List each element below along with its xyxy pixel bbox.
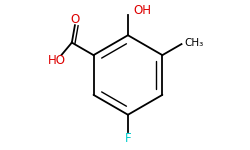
Text: HO: HO xyxy=(48,54,66,67)
Text: O: O xyxy=(70,13,80,26)
Text: CH₃: CH₃ xyxy=(184,38,204,48)
Text: OH: OH xyxy=(134,4,152,17)
Text: F: F xyxy=(125,132,131,144)
